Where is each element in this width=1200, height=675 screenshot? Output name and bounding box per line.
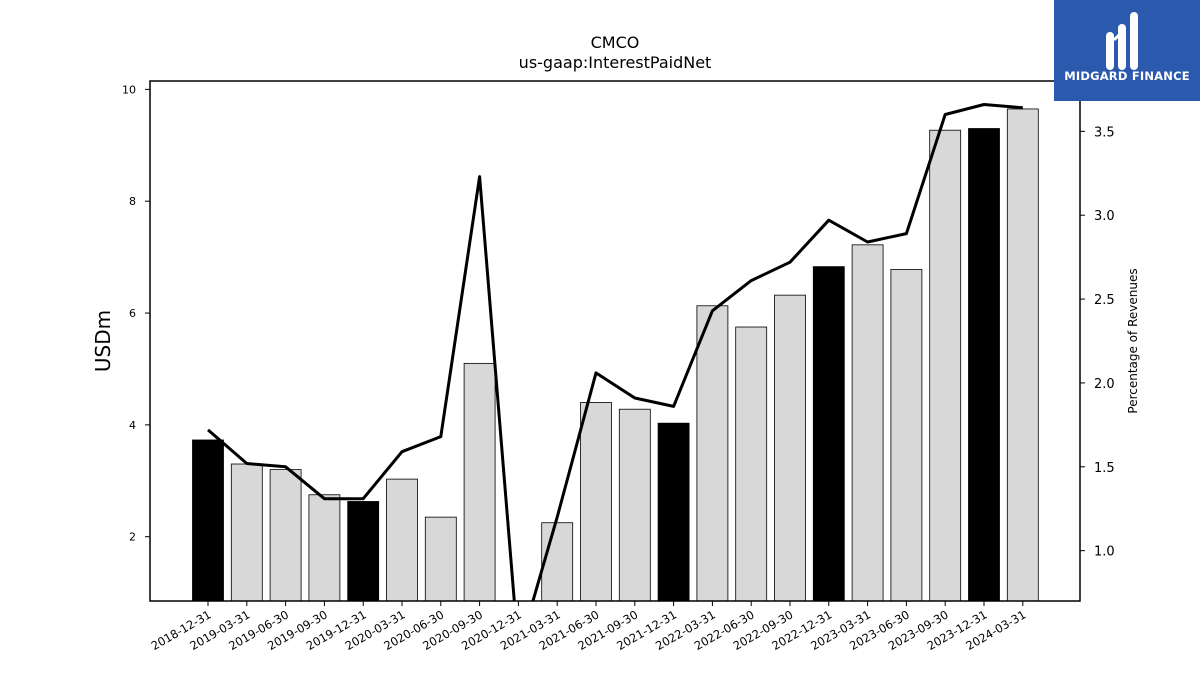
y2-axis-label: Percentage of Revenues <box>1126 268 1140 413</box>
y-tick-label: 4 <box>129 419 136 432</box>
y2-tick-label: 2.0 <box>1094 377 1115 392</box>
y2-tick-label: 1.5 <box>1094 461 1115 476</box>
y-tick-label: 6 <box>129 307 136 320</box>
y-tick-label: 8 <box>129 195 136 208</box>
bar-2023-09-30 <box>929 129 962 601</box>
y-axis-right: 1.0 1.5 2.0 2.5 3.0 3.5 <box>1080 125 1115 560</box>
y-tick-label: 2 <box>129 531 136 544</box>
bar-2022-06-30 <box>735 326 768 601</box>
bar-2023-03-31 <box>851 244 884 601</box>
bar-2019-09-30 <box>308 494 341 601</box>
logo-mark-icon <box>1106 12 1138 70</box>
y2-tick-label: 2.5 <box>1094 293 1115 308</box>
bar-2023-06-30 <box>890 269 923 601</box>
line-layer <box>207 103 1023 601</box>
y2-tick-label: 3.5 <box>1094 125 1115 140</box>
bar-2022-03-31 <box>696 305 729 601</box>
bar-2020-03-31 <box>386 478 418 601</box>
bar-2021-03-31 <box>541 522 574 601</box>
y2-tick-label: 1.0 <box>1094 545 1115 560</box>
chart-title: CMCO <box>590 33 640 52</box>
y-axis-left: 2 4 6 8 10 <box>122 83 150 544</box>
bar-2022-12-31 <box>812 266 845 601</box>
bar-2019-12-31 <box>347 501 380 601</box>
midgard-finance-logo: MIDGARD FINANCE <box>1054 0 1200 101</box>
bar-2022-09-30 <box>774 294 806 601</box>
bar-2018-12-31 <box>192 439 224 601</box>
bar-2023-12-31 <box>968 128 1000 601</box>
bar-2024-03-31 <box>1006 108 1039 601</box>
y-axis-label: USDm <box>91 310 115 372</box>
bar-2021-06-30 <box>580 402 612 601</box>
bar-2020-06-30 <box>424 516 457 601</box>
bar-2019-03-31 <box>230 463 263 601</box>
chart-subtitle: us-gaap:InterestPaidNet <box>518 53 712 72</box>
y2-tick-label: 3.0 <box>1094 209 1115 224</box>
bar-2021-12-31 <box>657 422 690 601</box>
bar-2020-09-30 <box>463 362 496 601</box>
percentage-line <box>207 103 1023 601</box>
plot-frame <box>149 80 1081 602</box>
x-axis: 2018-12-312019-03-312019-06-302019-09-30… <box>149 601 1028 653</box>
bar-layer <box>192 108 1039 601</box>
y-tick-label: 10 <box>122 83 136 96</box>
logo-text: MIDGARD FINANCE <box>1064 69 1190 83</box>
bar-2021-09-30 <box>618 408 651 601</box>
bar-2019-06-30 <box>269 469 302 601</box>
